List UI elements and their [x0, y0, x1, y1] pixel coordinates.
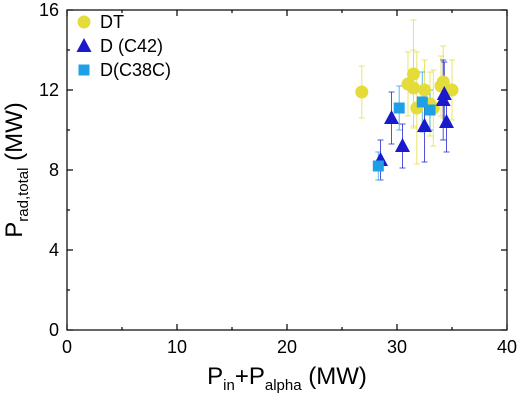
legend-label: D(C38C) — [100, 60, 171, 80]
point-d-c38c — [416, 96, 428, 108]
point-d-c38c — [424, 104, 436, 116]
point-dt — [355, 85, 369, 99]
legend-marker-d-c38c — [78, 64, 90, 76]
point-dt — [436, 75, 450, 89]
point-d-c38c — [393, 102, 405, 114]
point-d-c42 — [439, 114, 454, 128]
y-tick-label: 4 — [49, 240, 59, 260]
x-tick-label: 0 — [62, 337, 72, 357]
x-axis-title: Pin+Palpha (MW) — [207, 363, 367, 394]
x-tick-label: 40 — [497, 337, 517, 357]
y-axis-title: Prad,total (MW) — [1, 102, 32, 238]
x-tick-label: 10 — [167, 337, 187, 357]
legend: DT D (C42) D(C38C) — [76, 12, 171, 80]
x-tick-label: 30 — [387, 337, 407, 357]
x-tick-label: 20 — [277, 337, 297, 357]
ticks: 0 10 20 30 40 0 4 8 12 16 — [39, 0, 517, 357]
legend-label: DT — [100, 12, 124, 32]
point-d-c42 — [417, 118, 432, 132]
y-tick-label: 0 — [49, 320, 59, 340]
legend-label: D (C42) — [100, 36, 163, 56]
legend-marker-d-c42 — [76, 38, 92, 52]
point-d-c38c — [372, 160, 384, 172]
point-d-c42 — [395, 138, 410, 152]
y-tick-label: 12 — [39, 80, 59, 100]
point-dt — [407, 67, 420, 81]
y-tick-label: 16 — [39, 0, 59, 20]
point-dt — [418, 83, 431, 97]
data-markers — [355, 67, 459, 172]
legend-marker-dt — [77, 15, 91, 29]
point-d-c42 — [436, 86, 452, 100]
point-dt — [407, 81, 420, 95]
y-tick-label: 8 — [49, 160, 59, 180]
point-dt — [445, 83, 459, 97]
point-d-c42 — [384, 110, 399, 124]
